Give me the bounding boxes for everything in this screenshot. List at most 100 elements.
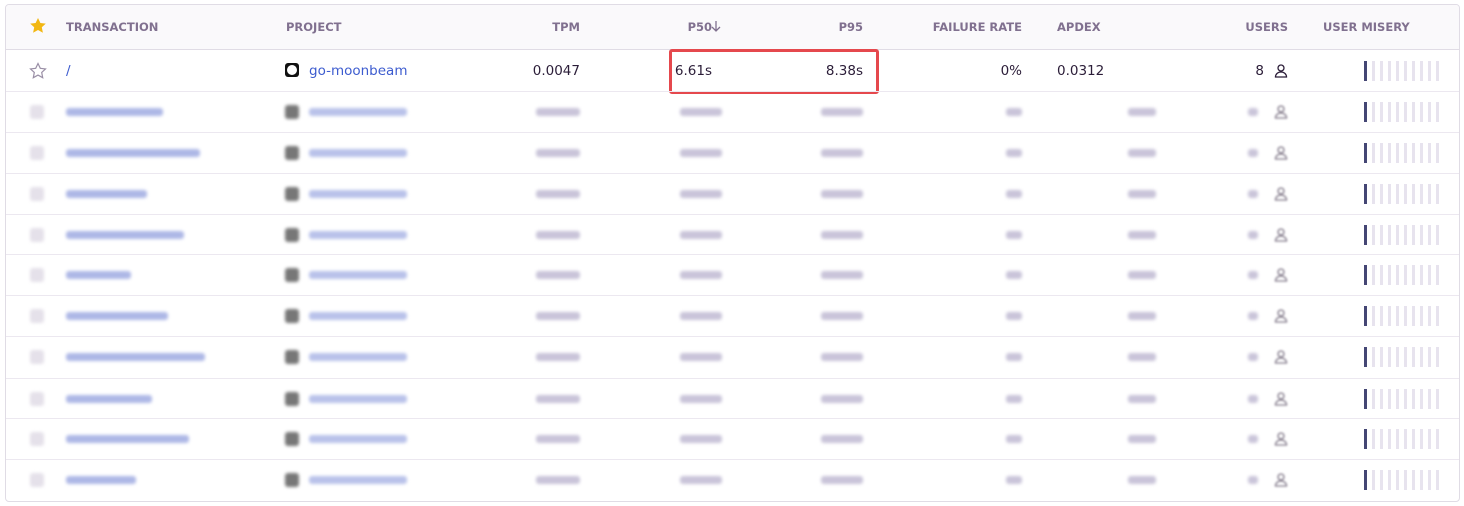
misery-bar (1404, 184, 1407, 204)
blurred-cell (1248, 231, 1258, 239)
misery-bar (1388, 470, 1391, 490)
star-button-blurred[interactable] (30, 268, 44, 282)
star-button[interactable] (29, 62, 47, 80)
user-icon (1274, 105, 1288, 119)
blurred-cell (1248, 476, 1258, 484)
blurred-cell (1128, 312, 1156, 320)
misery-bar (1428, 184, 1431, 204)
user-icon (1274, 432, 1288, 446)
misery-bar (1380, 265, 1383, 285)
misery-bar (1428, 225, 1431, 245)
blurred-cell (1006, 312, 1022, 320)
misery-bar (1404, 143, 1407, 163)
misery-bar (1412, 184, 1415, 204)
user-icon (1274, 350, 1288, 364)
misery-bar (1364, 389, 1367, 409)
misery-bar (1436, 389, 1439, 409)
blurred-project (309, 108, 407, 116)
blurred-cell (1006, 271, 1022, 279)
misery-bar (1420, 61, 1423, 81)
misery-bar (1396, 102, 1399, 122)
transactions-table: TRANSACTION PROJECT TPM P50 P95 FAILURE RATE A… (5, 4, 1460, 502)
blurred-icon (285, 350, 299, 364)
misery-bar (1364, 265, 1367, 285)
blurred-cell (1248, 108, 1258, 116)
misery-bar (1388, 389, 1391, 409)
blurred-cell (821, 353, 863, 361)
blurred-cell (536, 395, 580, 403)
column-header: APDEX (1057, 20, 1101, 34)
blurred-cell (821, 231, 863, 239)
misery-bar (1404, 61, 1407, 81)
column-header: TRANSACTION (66, 20, 159, 34)
cell: 0% (1000, 63, 1022, 79)
column-header: FAILURE RATE (932, 20, 1022, 34)
blurred-cell (1128, 149, 1156, 157)
misery-bar (1420, 225, 1423, 245)
misery-bar (1436, 347, 1439, 367)
blurred-link (66, 271, 131, 279)
blurred-icon (285, 187, 299, 201)
blurred-project (309, 353, 407, 361)
blurred-icon (285, 228, 299, 242)
misery-bar (1412, 61, 1415, 81)
star-button-blurred[interactable] (30, 105, 44, 119)
star-button-blurred[interactable] (30, 309, 44, 323)
column-header[interactable]: P50 (687, 20, 712, 34)
misery-bar (1380, 184, 1383, 204)
misery-bar (1380, 470, 1383, 490)
transaction-link[interactable]: / (66, 63, 71, 79)
blurred-cell (1006, 395, 1022, 403)
misery-bar (1404, 102, 1407, 122)
project-link[interactable]: go-moonbeam (309, 63, 408, 79)
blurred-project (309, 312, 407, 320)
star-button-blurred[interactable] (30, 187, 44, 201)
blurred-link (66, 353, 205, 361)
row-separator (6, 214, 1459, 215)
misery-bar (1436, 102, 1439, 122)
misery-bar (1428, 470, 1431, 490)
blurred-cell (1128, 231, 1156, 239)
misery-bar (1404, 306, 1407, 326)
highlight-box (669, 49, 879, 94)
star-button-blurred[interactable] (30, 432, 44, 446)
blurred-cell (680, 231, 722, 239)
misery-bar (1388, 265, 1391, 285)
misery-bar (1420, 470, 1423, 490)
star-button-blurred[interactable] (30, 392, 44, 406)
star-button-blurred[interactable] (30, 350, 44, 364)
blurred-cell (821, 149, 863, 157)
misery-bar (1404, 347, 1407, 367)
misery-bar (1396, 143, 1399, 163)
blurred-link (66, 149, 200, 157)
misery-bar (1372, 265, 1375, 285)
blurred-cell (821, 395, 863, 403)
misery-bar (1364, 225, 1367, 245)
star-header[interactable] (29, 17, 47, 35)
misery-bar (1380, 102, 1383, 122)
blurred-cell (680, 312, 722, 320)
misery-bar (1396, 429, 1399, 449)
misery-bar (1436, 225, 1439, 245)
star-button-blurred[interactable] (30, 473, 44, 487)
blurred-cell (536, 353, 580, 361)
star-button-blurred[interactable] (30, 228, 44, 242)
blurred-link (66, 108, 163, 116)
misery-bar (1420, 265, 1423, 285)
misery-bar (1364, 429, 1367, 449)
misery-bar (1428, 265, 1431, 285)
blurred-cell (1006, 190, 1022, 198)
blurred-cell (680, 271, 722, 279)
blurred-project (309, 149, 407, 157)
blurred-link (66, 312, 168, 320)
misery-bar (1372, 102, 1375, 122)
blurred-link (66, 395, 152, 403)
misery-bar (1420, 389, 1423, 409)
misery-bar (1388, 306, 1391, 326)
blurred-cell (1128, 395, 1156, 403)
star-button-blurred[interactable] (30, 146, 44, 160)
blurred-cell (536, 435, 580, 443)
misery-bar (1364, 347, 1367, 367)
misery-bar (1436, 143, 1439, 163)
